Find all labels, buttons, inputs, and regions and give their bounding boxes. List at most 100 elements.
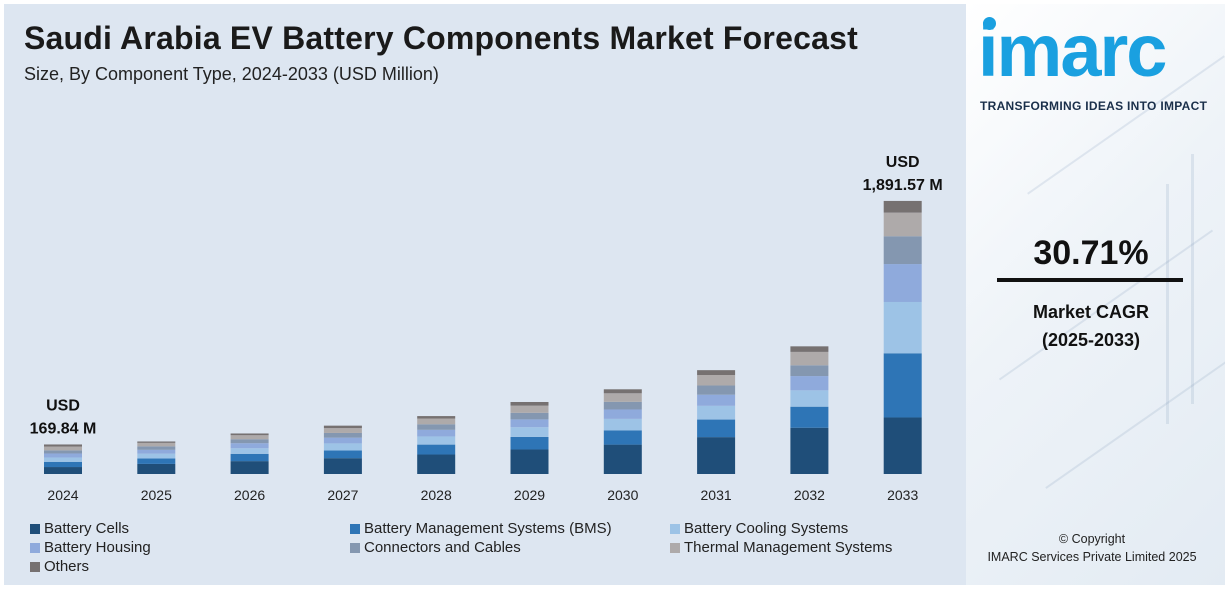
cagr-label: Market CAGR (2025-2033) — [996, 298, 1186, 354]
bar-segment-2029-5 — [510, 405, 549, 413]
bar-segment-2027-4 — [323, 432, 362, 438]
x-tick-label: 2032 — [794, 487, 825, 503]
legend-swatch — [30, 523, 40, 534]
bar-total-annotation: 169.84 M — [30, 420, 97, 437]
x-tick-label: 2033 — [887, 487, 918, 503]
bar-segment-2027-3 — [323, 437, 362, 444]
bar-segment-2024-5 — [44, 446, 82, 451]
bar-segment-2033-3 — [883, 264, 922, 302]
legend-label: Connectors and Cables — [364, 539, 521, 556]
bar-segment-2031-3 — [697, 394, 736, 406]
bar-segment-2031-4 — [697, 385, 736, 395]
bar-segment-2025-3 — [137, 449, 176, 454]
brand-tagline: TRANSFORMING IDEAS INTO IMPACT — [980, 99, 1208, 113]
bar-total-annotation: USD — [886, 154, 920, 171]
bar-segment-2032-4 — [790, 365, 829, 377]
bar-segment-2028-5 — [417, 418, 456, 425]
bar-segment-2027-1 — [323, 450, 362, 459]
x-tick-label: 2028 — [421, 487, 452, 503]
bar-segment-2032-6 — [790, 346, 829, 352]
bar-segment-2025-5 — [137, 442, 176, 447]
bar-segment-2033-2 — [883, 301, 922, 354]
copyright-line1: © Copyright — [1058, 532, 1126, 546]
bar-segment-2033-5 — [883, 212, 922, 237]
bar-segment-2029-4 — [510, 412, 549, 420]
bar-segment-2024-0 — [44, 467, 82, 474]
bar-segment-2031-1 — [697, 419, 736, 438]
bar-segment-2029-0 — [510, 449, 549, 474]
bar-segment-2024-3 — [44, 453, 82, 458]
bar-segment-2028-3 — [417, 429, 456, 437]
bar-segment-2032-3 — [790, 376, 829, 391]
bar-segment-2031-0 — [697, 437, 736, 474]
legend-label: Battery Cooling Systems — [684, 520, 849, 537]
bar-segment-2030-6 — [603, 389, 642, 394]
bar-segment-2029-6 — [510, 401, 549, 406]
cagr-label-line1: Market CAGR — [1032, 302, 1150, 322]
bar-segment-2031-6 — [697, 370, 736, 376]
bar-segment-2025-4 — [137, 446, 176, 450]
bar-segment-2026-4 — [230, 439, 269, 444]
bar-segment-2031-5 — [697, 375, 736, 386]
bar-segment-2028-4 — [417, 424, 456, 430]
bar-segment-2029-2 — [510, 427, 549, 437]
chart-title: Saudi Arabia EV Battery Components Marke… — [24, 20, 858, 56]
bar-total-annotation: 1,891.57 M — [863, 177, 943, 194]
bar-segment-2027-6 — [323, 425, 362, 429]
legend-item: Thermal Management Systems — [670, 539, 892, 556]
legend-swatch — [30, 542, 40, 553]
bar-segment-2028-6 — [417, 416, 456, 419]
bar-segment-2026-3 — [230, 443, 269, 449]
legend-label: Battery Housing — [44, 539, 151, 556]
bar-segment-2030-3 — [603, 409, 642, 419]
bar-segment-2030-1 — [603, 430, 642, 445]
stacked-bar-chart: 2024 USD 169.84 M 2025 2026 2027 2028 2029 2030 2… — [30, 154, 943, 503]
x-tick-label: 2030 — [607, 487, 638, 503]
legend-swatch — [350, 542, 360, 553]
bar-segment-2027-5 — [323, 428, 362, 433]
bar-segment-2030-5 — [603, 393, 642, 402]
legend-item: Battery Cells — [30, 520, 129, 537]
bar-segment-2033-1 — [883, 353, 922, 418]
bar-segment-2028-2 — [417, 436, 456, 445]
legend-item: Others — [30, 558, 89, 575]
bar-segment-2026-5 — [230, 435, 269, 440]
bar-segment-2033-6 — [883, 200, 922, 213]
x-tick-label: 2026 — [234, 487, 265, 503]
bar-segment-2027-0 — [323, 458, 362, 474]
bar-segment-2032-5 — [790, 351, 829, 366]
bar-segment-2033-0 — [883, 417, 922, 474]
bar-segment-2025-6 — [137, 441, 176, 443]
bar-segment-2027-2 — [323, 443, 362, 451]
legend-swatch — [670, 523, 680, 534]
logo-dot — [983, 17, 996, 30]
x-tick-label: 2031 — [701, 487, 732, 503]
bar-segment-2032-2 — [790, 390, 829, 407]
bar-segment-2025-1 — [137, 458, 176, 464]
bar-segment-2026-2 — [230, 448, 269, 454]
copyright-line2: IMARC Services Private Limited 2025 — [987, 550, 1197, 564]
legend-label: Thermal Management Systems — [684, 539, 893, 556]
chart-subtitle: Size, By Component Type, 2024-2033 (USD … — [24, 64, 439, 84]
bar-segment-2028-1 — [417, 444, 456, 455]
legend-item: Connectors and Cables — [350, 539, 521, 556]
legend-item: Battery Housing — [30, 539, 151, 556]
legend-swatch — [670, 542, 680, 553]
bar-segment-2030-0 — [603, 444, 642, 474]
x-tick-label: 2027 — [327, 487, 358, 503]
cagr-value: 30.71% — [1033, 234, 1149, 272]
bar-segment-2030-4 — [603, 401, 642, 410]
bar-segment-2024-2 — [44, 457, 82, 462]
bar-segment-2032-0 — [790, 427, 829, 474]
bar-total-annotation: USD — [46, 397, 80, 414]
brand-panel — [966, 4, 1225, 585]
bar-segment-2026-0 — [230, 461, 269, 474]
bar-segment-2025-0 — [137, 463, 176, 474]
chart-panel — [4, 4, 966, 585]
legend-swatch — [30, 561, 40, 572]
bar-segment-2030-2 — [603, 418, 642, 431]
bar-segment-2026-1 — [230, 453, 269, 462]
x-tick-label: 2025 — [141, 487, 172, 503]
copyright-notice: © Copyright IMARC Services Private Limit… — [966, 530, 1218, 566]
imarc-logo: imarc — [978, 9, 1167, 92]
